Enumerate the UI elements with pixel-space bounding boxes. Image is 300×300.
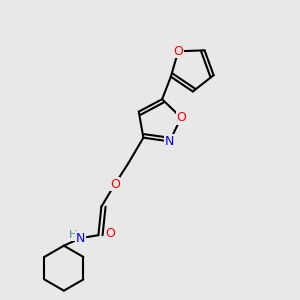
Text: N: N (76, 232, 85, 245)
Text: N: N (165, 135, 174, 148)
Text: O: O (105, 227, 115, 240)
Text: O: O (110, 178, 120, 191)
Text: O: O (176, 111, 186, 124)
Text: O: O (173, 45, 183, 58)
Text: H: H (69, 230, 77, 240)
